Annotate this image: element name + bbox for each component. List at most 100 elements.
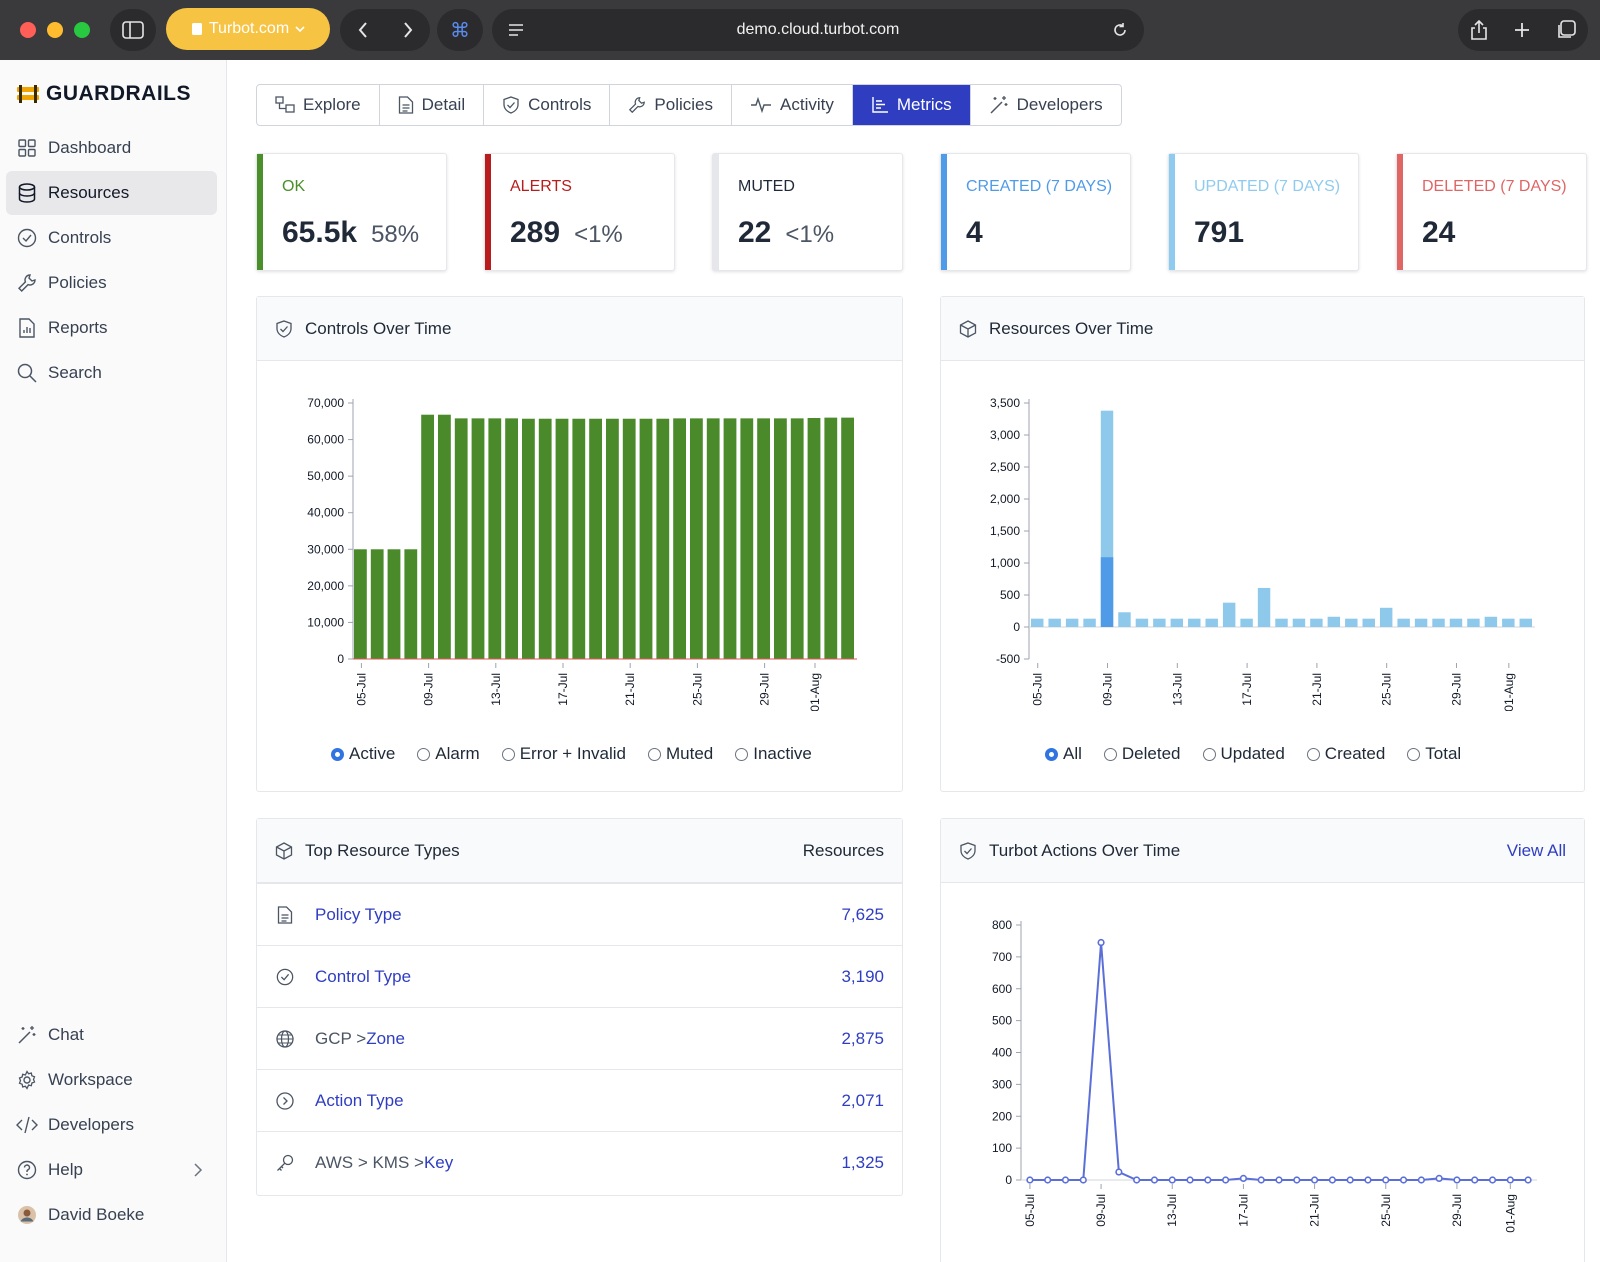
stat-card-created[interactable]: CREATED (7 DAYS) 4: [940, 153, 1131, 271]
stat-value: 289: [510, 216, 561, 249]
sidebar-item-developers[interactable]: Developers: [6, 1103, 217, 1147]
stat-percent: <1%: [785, 221, 835, 248]
legend-option-total[interactable]: Total: [1407, 744, 1461, 764]
table-row[interactable]: GCP > Zone 2,875: [257, 1007, 902, 1069]
resource-count[interactable]: 1,325: [841, 1152, 884, 1172]
legend-option-created[interactable]: Created: [1306, 744, 1385, 764]
actions-point: [1506, 1176, 1514, 1184]
resource-count[interactable]: 2,071: [841, 1090, 884, 1110]
reload-icon[interactable]: [1112, 22, 1128, 38]
resources-total-bar: [1065, 618, 1079, 627]
sidebar-item-controls[interactable]: Controls: [6, 216, 217, 260]
tab-activity[interactable]: Activity: [732, 85, 853, 125]
resources-created-bar: [1100, 557, 1114, 627]
tab-explore[interactable]: Explore: [257, 85, 380, 125]
stat-card-deleted[interactable]: DELETED (7 DAYS) 24: [1396, 153, 1587, 271]
table-row[interactable]: Control Type 3,190: [257, 945, 902, 1007]
controls-bar: [538, 418, 552, 659]
legend-option-error-invalid[interactable]: Error + Invalid: [501, 744, 626, 764]
legend-option-alarm[interactable]: Alarm: [417, 744, 480, 764]
resource-count[interactable]: 2,875: [841, 1028, 884, 1048]
x-tick-label: 05-Jul: [1031, 673, 1045, 706]
y-tick-label: 500: [992, 1014, 1012, 1028]
view-all-link[interactable]: View All: [1506, 840, 1566, 860]
reader-icon[interactable]: [508, 23, 524, 37]
y-tick-label: 30,000: [307, 542, 344, 556]
sidebar-item-resources[interactable]: Resources: [6, 171, 217, 215]
forward-icon[interactable]: [402, 21, 414, 39]
resource-type-link[interactable]: Key: [423, 1152, 454, 1172]
avatar: [16, 1204, 38, 1226]
table-row[interactable]: Policy Type 7,625: [257, 883, 902, 945]
resources-total-bar: [1449, 618, 1463, 627]
controls-over-time-panel: Controls Over Time 70,000 60,000 50,000 40,…: [256, 296, 903, 792]
panel-title: Top Resource Types: [305, 840, 460, 860]
x-tick-label: 13-Jul: [489, 673, 503, 706]
controls-bar: [740, 418, 754, 659]
x-tick-label: 01-Aug: [1503, 1194, 1517, 1233]
resource-type-link[interactable]: Zone: [366, 1028, 405, 1048]
tab-policies[interactable]: Policies: [610, 85, 733, 125]
tab-metrics[interactable]: Metrics: [852, 85, 971, 125]
tab-detail[interactable]: Detail: [380, 85, 485, 125]
sidebar-toggle-button[interactable]: [110, 9, 156, 51]
resource-type-link[interactable]: Control Type: [315, 966, 412, 986]
tab-label: Developers: [1016, 95, 1103, 114]
legend-option-updated[interactable]: Updated: [1202, 744, 1285, 764]
actions-point: [1026, 1176, 1034, 1184]
actions-point: [1204, 1176, 1212, 1184]
sidebar-item-reports[interactable]: Reports: [6, 306, 217, 350]
legend-option-active[interactable]: Active: [331, 744, 395, 764]
sidebar-item-search[interactable]: Search: [6, 351, 217, 395]
radio: [735, 747, 749, 761]
tab-developers[interactable]: Developers: [971, 85, 1121, 125]
stat-card-alerts[interactable]: ALERTS 289 <1%: [484, 153, 675, 271]
y-tick-label: 2,000: [990, 492, 1020, 506]
table-row[interactable]: AWS > KMS > Key 1,325: [257, 1131, 902, 1193]
actions-point: [1488, 1176, 1497, 1184]
resource-type-link[interactable]: Action Type: [315, 1090, 404, 1110]
resource-count[interactable]: 7,625: [841, 904, 884, 924]
key-icon: [275, 1154, 295, 1172]
minimize-window-button[interactable]: [47, 22, 63, 38]
new-tab-icon[interactable]: [1513, 21, 1531, 39]
legend-option-all[interactable]: All: [1045, 744, 1082, 764]
sidebar-item-policies[interactable]: Policies: [6, 261, 217, 305]
panel-header: Top Resource Types Resources: [257, 819, 902, 883]
actions-point: [1435, 1174, 1443, 1183]
legend-option-inactive[interactable]: Inactive: [735, 744, 812, 764]
table-row[interactable]: Action Type 2,071: [257, 1069, 902, 1131]
sidebar-item-dashboard[interactable]: Dashboard: [6, 126, 217, 170]
x-tick-label: 05-Jul: [1023, 1194, 1037, 1227]
share-icon[interactable]: [1470, 20, 1488, 40]
zoom-window-button[interactable]: [74, 22, 90, 38]
actions-point: [1524, 1176, 1532, 1184]
resources-total-bar: [1432, 618, 1445, 627]
url-bar[interactable]: demo.cloud.turbot.com: [492, 9, 1144, 51]
tabs-overview-icon[interactable]: [1556, 20, 1576, 40]
sidebar-item-user[interactable]: David Boeke: [6, 1193, 217, 1237]
close-window-button[interactable]: [20, 22, 36, 38]
site-tab-button[interactable]: Turbot.com: [166, 8, 330, 50]
brand-logo[interactable]: GUARDRAILS: [16, 82, 191, 106]
stat-card-ok[interactable]: OK 65.5k 58%: [256, 153, 447, 271]
tab-label: Detail: [421, 95, 466, 114]
tab-controls[interactable]: Controls: [484, 85, 611, 125]
stat-value-wrap: 289 <1%: [510, 216, 623, 250]
resource-count[interactable]: 3,190: [841, 966, 884, 986]
controls-over-time-chart: 70,000 60,000 50,000 40,000 30,000 20,000 10,0…: [307, 396, 857, 711]
back-icon[interactable]: [357, 21, 369, 39]
panel-title: Resources Over Time: [989, 318, 1154, 338]
stat-card-muted[interactable]: MUTED 22 <1%: [712, 153, 903, 271]
sidebar-item-help[interactable]: Help: [6, 1148, 217, 1192]
sidebar-item-workspace[interactable]: Workspace: [6, 1058, 217, 1102]
sidebar-item-chat[interactable]: Chat: [6, 1013, 217, 1057]
stat-card-updated[interactable]: UPDATED (7 DAYS) 791: [1168, 153, 1359, 271]
stat-value-wrap: 22 <1%: [738, 216, 834, 250]
x-tick-label: 01-Aug: [808, 673, 822, 711]
resource-type-link[interactable]: Policy Type: [315, 904, 402, 924]
legend-option-muted[interactable]: Muted: [648, 744, 713, 764]
grid-icon: [16, 137, 38, 159]
legend-option-deleted[interactable]: Deleted: [1103, 744, 1181, 764]
extension-button[interactable]: ⌘: [437, 9, 483, 51]
